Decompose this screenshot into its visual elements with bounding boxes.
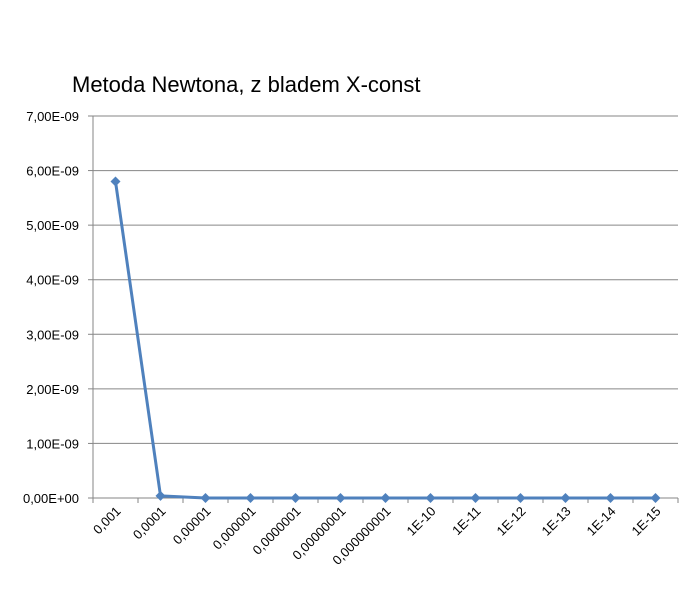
data-point-marker xyxy=(650,493,661,503)
x-tick-label: 0,001 xyxy=(90,504,124,538)
data-point-marker xyxy=(290,493,301,503)
data-point-marker xyxy=(560,493,571,503)
data-point-marker xyxy=(335,493,346,503)
y-tick-label: 0,00E+00 xyxy=(23,491,79,506)
data-point-marker xyxy=(605,493,616,503)
y-tick-label: 1,00E-09 xyxy=(26,436,79,451)
series xyxy=(110,176,661,503)
y-tick-label: 6,00E-09 xyxy=(26,164,79,179)
x-tick-label: 0,0001 xyxy=(130,504,169,543)
data-point-marker xyxy=(155,490,166,501)
data-point-marker xyxy=(425,493,436,503)
x-axis-tick-labels: 0,001 0,0001 0,000010,0000010,00000010,000… xyxy=(90,504,664,568)
series-line xyxy=(114,181,656,500)
axes xyxy=(88,115,679,503)
y-axis-tick-labels: 0,00E+00 1,00E-09 2,00E-09 3,00E-09 4,00E-09… xyxy=(23,109,79,506)
chart-title: Metoda Newtona, z bladem X-const xyxy=(72,72,421,97)
y-tick-label: 3,00E-09 xyxy=(26,327,79,342)
data-point-marker xyxy=(110,176,121,187)
data-point-marker xyxy=(515,493,526,503)
x-tick-label: 0,00001 xyxy=(170,504,214,548)
x-tick-label: 1E-11 xyxy=(449,504,483,538)
gridlines xyxy=(93,115,678,444)
y-tick-label: 5,00E-09 xyxy=(26,218,79,233)
x-tick-label: 1E-13 xyxy=(538,504,573,539)
data-point-marker xyxy=(245,493,256,503)
data-point-marker xyxy=(380,493,391,503)
x-tick-label: 1E-12 xyxy=(493,504,528,539)
data-point-marker xyxy=(200,493,211,503)
x-tick-label: 1E-15 xyxy=(628,504,663,539)
y-tick-label: 7,00E-09 xyxy=(26,109,79,124)
x-tick-label: 1E-14 xyxy=(583,504,618,539)
y-tick-label: 4,00E-09 xyxy=(26,273,79,288)
y-tick-label: 2,00E-09 xyxy=(26,382,79,397)
data-point-marker xyxy=(470,493,481,503)
x-tick-label: 1E-10 xyxy=(403,504,438,539)
